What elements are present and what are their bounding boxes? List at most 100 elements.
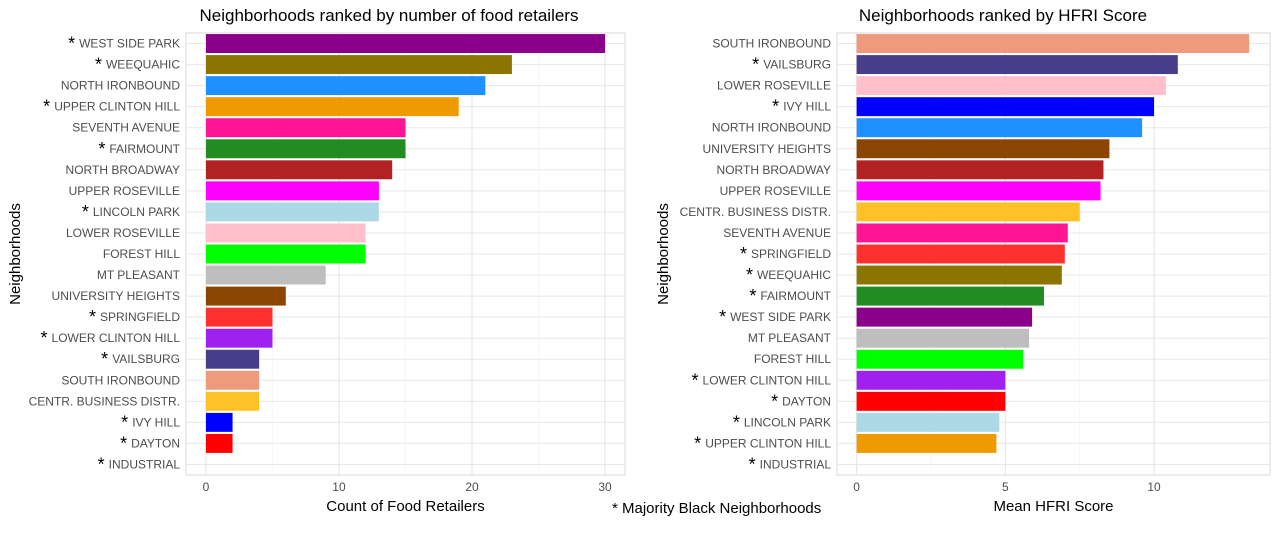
bar	[856, 307, 1033, 327]
x-tick-label: 20	[465, 480, 479, 494]
category-label: LOWER ROSEVILLE	[717, 79, 831, 93]
category-label: FAIRMOUNT	[760, 289, 831, 303]
category-label: IVY HILL	[783, 100, 831, 114]
bar	[205, 97, 459, 117]
majority-black-marker: *	[749, 454, 756, 474]
bar	[205, 181, 379, 201]
bar	[856, 139, 1110, 159]
category-label: LOWER CLINTON HILL	[52, 331, 181, 345]
majority-black-marker: *	[120, 433, 127, 453]
bar	[856, 244, 1065, 264]
bar	[205, 412, 233, 432]
category-label: WEEQUAHIC	[106, 58, 180, 72]
category-label: LOWER ROSEVILLE	[66, 226, 180, 240]
bar	[856, 391, 1006, 411]
majority-black-marker: *	[95, 55, 102, 75]
majority-black-marker: *	[733, 412, 740, 432]
category-label: LINCOLN PARK	[744, 415, 831, 429]
category-label: WEST SIDE PARK	[79, 37, 180, 51]
category-label: WEST SIDE PARK	[730, 310, 831, 324]
majority-black-marker: *	[694, 433, 701, 453]
bar	[856, 97, 1155, 117]
category-label: CENTR. BUSINESS DISTR.	[29, 394, 180, 408]
bar	[856, 160, 1104, 180]
bar	[205, 286, 286, 306]
bar	[205, 370, 260, 390]
majority-black-marker: *	[41, 328, 48, 348]
bar	[856, 328, 1030, 348]
majority-black-marker: *	[740, 244, 747, 264]
bar	[205, 160, 393, 180]
majority-black-marker: *	[719, 307, 726, 327]
x-tick-label: 5	[1002, 480, 1009, 494]
y-axis-title: Neighborhoods	[655, 203, 672, 305]
category-label: LOWER CLINTON HILL	[703, 373, 832, 387]
bar	[205, 202, 379, 222]
majority-black-marker: *	[98, 139, 105, 159]
majority-black-marker: *	[101, 349, 108, 369]
category-label: DAYTON	[131, 436, 180, 450]
majority-black-marker: *	[68, 34, 75, 54]
bar	[205, 34, 606, 53]
chart-title: Neighborhoods ranked by HFRI Score	[859, 6, 1147, 25]
bar	[856, 349, 1024, 369]
majority-black-marker: *	[771, 391, 778, 411]
category-label: CENTR. BUSINESS DISTR.	[680, 205, 831, 219]
category-label: LINCOLN PARK	[93, 205, 180, 219]
bar	[856, 370, 1006, 390]
category-label: SPRINGFIELD	[100, 310, 180, 324]
category-label: INDUSTRIAL	[109, 457, 181, 471]
majority-black-marker: *	[82, 202, 89, 222]
majority-black-marker: *	[98, 454, 105, 474]
category-label: SEVENTH AVENUE	[72, 121, 180, 135]
category-label: NORTH BROADWAY	[717, 163, 831, 177]
majority-black-marker: *	[43, 97, 50, 117]
bar	[856, 412, 1000, 432]
category-label: FOREST HILL	[103, 247, 180, 261]
category-label: VAILSBURG	[763, 58, 831, 72]
category-label: SOUTH IRONBOUND	[61, 373, 180, 387]
category-label: SOUTH IRONBOUND	[712, 37, 831, 51]
majority-black-marker: *	[746, 265, 753, 285]
x-axis-title: Count of Food Retailers	[326, 498, 484, 515]
category-label: DAYTON	[782, 394, 831, 408]
bar	[205, 265, 326, 285]
majority-black-marker: *	[121, 412, 128, 432]
category-label: WEEQUAHIC	[757, 268, 831, 282]
bar	[205, 307, 273, 327]
majority-black-marker: *	[749, 286, 756, 306]
bar	[856, 202, 1080, 222]
bar	[205, 328, 273, 348]
category-label: UNIVERSITY HEIGHTS	[703, 142, 831, 156]
category-label: SEVENTH AVENUE	[723, 226, 831, 240]
category-label: UPPER ROSEVILLE	[720, 184, 831, 198]
hfri-score-chart: 0 5 10 SOUTH IRONBOUND VAILSBURG * LOWER ROSEV…	[655, 6, 1271, 515]
category-label: VAILSBURG	[112, 352, 180, 366]
category-label: FAIRMOUNT	[109, 142, 180, 156]
category-label: MT PLEASANT	[97, 268, 181, 282]
x-tick-label: 10	[1147, 480, 1161, 494]
category-label: FOREST HILL	[754, 352, 831, 366]
bar	[205, 55, 512, 75]
bar	[856, 118, 1143, 138]
bar	[856, 265, 1062, 285]
majority-black-marker: *	[692, 370, 699, 390]
category-label: UNIVERSITY HEIGHTS	[52, 289, 180, 303]
bar	[205, 391, 260, 411]
y-axis-title: Neighborhoods	[7, 203, 24, 305]
majority-black-marker: *	[772, 97, 779, 117]
category-label: NORTH IRONBOUND	[61, 79, 180, 93]
footnote: * Majority Black Neighborhoods	[612, 500, 822, 517]
chart-title: Neighborhoods ranked by number of food r…	[200, 6, 579, 25]
bar	[205, 118, 406, 138]
category-label: INDUSTRIAL	[760, 457, 832, 471]
category-label: UPPER CLINTON HILL	[54, 100, 180, 114]
bar	[856, 433, 997, 453]
category-label: NORTH BROADWAY	[66, 163, 180, 177]
category-label: SPRINGFIELD	[751, 247, 831, 261]
bar	[205, 139, 406, 159]
bar	[205, 244, 366, 264]
bar	[205, 349, 260, 369]
majority-black-marker: *	[752, 55, 759, 75]
